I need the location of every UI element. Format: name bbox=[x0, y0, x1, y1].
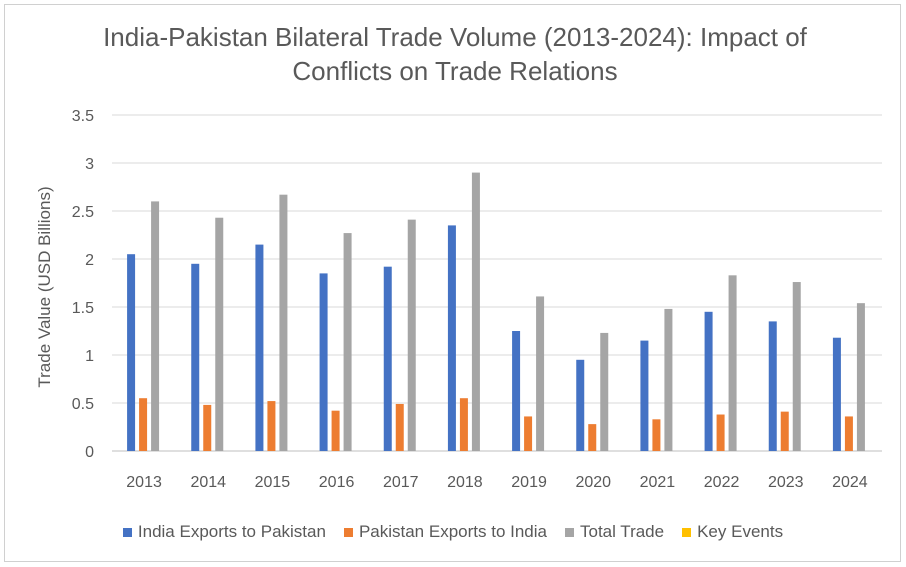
legend-item: India Exports to Pakistan bbox=[122, 522, 326, 542]
bar-pakistan-exports-to-india-2022 bbox=[716, 414, 725, 451]
legend-label: Total Trade bbox=[579, 522, 665, 541]
bar-total-trade-2021 bbox=[664, 308, 673, 451]
legend-swatch bbox=[564, 527, 574, 537]
bar-pakistan-exports-to-india-2016 bbox=[331, 410, 340, 451]
x-axis-ticks: 2013 2014 2015 2016 2017 2018 2019 2020 2021 2022… bbox=[126, 474, 868, 491]
bar-pakistan-exports-to-india-2013 bbox=[139, 398, 148, 451]
x-tick-label: 2013 bbox=[126, 474, 162, 491]
gridlines bbox=[112, 114, 882, 452]
bars bbox=[127, 172, 865, 451]
bar-pakistan-exports-to-india-2019 bbox=[524, 416, 533, 451]
bar-india-exports-to-pakistan-2016 bbox=[319, 273, 328, 451]
bar-india-exports-to-pakistan-2017 bbox=[383, 266, 392, 451]
bar-pakistan-exports-to-india-2024 bbox=[844, 416, 853, 451]
bar-total-trade-2016 bbox=[343, 233, 352, 451]
bar-pakistan-exports-to-india-2023 bbox=[780, 411, 789, 451]
bar-india-exports-to-pakistan-2023 bbox=[768, 321, 777, 451]
bar-total-trade-2018 bbox=[471, 172, 480, 451]
bar-pakistan-exports-to-india-2020 bbox=[588, 424, 597, 451]
bar-total-trade-2023 bbox=[792, 282, 801, 451]
x-tick-label: 2021 bbox=[640, 474, 676, 491]
bar-total-trade-2013 bbox=[151, 201, 160, 451]
x-tick-label: 2014 bbox=[190, 474, 226, 491]
legend-item: Pakistan Exports to India bbox=[343, 522, 547, 542]
bar-india-exports-to-pakistan-2022 bbox=[704, 311, 713, 451]
x-tick-label: 2022 bbox=[704, 474, 740, 491]
y-axis-title: Trade Value (USD Billions) bbox=[35, 186, 54, 387]
legend-label: India Exports to Pakistan bbox=[137, 522, 326, 541]
x-tick-label: 2019 bbox=[511, 474, 547, 491]
bar-india-exports-to-pakistan-2014 bbox=[191, 263, 200, 451]
bar-india-exports-to-pakistan-2020 bbox=[576, 359, 585, 451]
legend-swatch bbox=[343, 527, 353, 537]
y-tick-label: 2 bbox=[85, 252, 94, 269]
bar-total-trade-2019 bbox=[536, 296, 545, 451]
y-tick-label: 0.5 bbox=[72, 396, 94, 413]
bar-india-exports-to-pakistan-2024 bbox=[832, 337, 841, 451]
bar-india-exports-to-pakistan-2021 bbox=[640, 340, 649, 451]
y-tick-label: 2.5 bbox=[72, 204, 94, 221]
x-tick-label: 2024 bbox=[832, 474, 868, 491]
legend-item: Key Events bbox=[682, 522, 783, 542]
bar-pakistan-exports-to-india-2021 bbox=[652, 419, 661, 451]
y-tick-label: 0 bbox=[85, 444, 94, 461]
bar-total-trade-2014 bbox=[215, 217, 224, 451]
bar-total-trade-2020 bbox=[600, 332, 609, 451]
x-tick-label: 2023 bbox=[768, 474, 804, 491]
x-tick-label: 2015 bbox=[255, 474, 291, 491]
bar-total-trade-2017 bbox=[407, 219, 416, 451]
chart-title: India-Pakistan Bilateral Trade Volume (2… bbox=[103, 22, 807, 86]
y-tick-label: 3.5 bbox=[72, 108, 94, 125]
legend-label: Pakistan Exports to India bbox=[358, 522, 547, 541]
bar-pakistan-exports-to-india-2015 bbox=[267, 401, 276, 451]
bar-india-exports-to-pakistan-2019 bbox=[512, 331, 521, 451]
legend-swatch bbox=[122, 527, 132, 537]
y-tick-label: 1 bbox=[85, 348, 94, 365]
x-tick-label: 2017 bbox=[383, 474, 419, 491]
legend: India Exports to Pakistan Pakistan Export… bbox=[0, 522, 906, 542]
legend-label: Key Events bbox=[697, 522, 784, 541]
legend-item: Total Trade bbox=[564, 522, 665, 542]
bar-india-exports-to-pakistan-2013 bbox=[127, 254, 136, 451]
x-tick-label: 2018 bbox=[447, 474, 483, 491]
x-tick-label: 2016 bbox=[319, 474, 355, 491]
bar-pakistan-exports-to-india-2017 bbox=[395, 403, 404, 451]
x-tick-label: 2020 bbox=[575, 474, 611, 491]
bar-total-trade-2022 bbox=[728, 275, 737, 451]
y-tick-label: 3 bbox=[85, 156, 94, 173]
bar-total-trade-2024 bbox=[856, 303, 865, 451]
legend-swatch bbox=[682, 527, 692, 537]
y-axis-ticks: 0 0.5 1 1.5 2 2.5 3 3.5 bbox=[72, 108, 94, 461]
bar-india-exports-to-pakistan-2015 bbox=[255, 244, 264, 451]
bar-pakistan-exports-to-india-2014 bbox=[203, 404, 212, 451]
bar-total-trade-2015 bbox=[279, 194, 288, 451]
bar-pakistan-exports-to-india-2018 bbox=[459, 398, 468, 451]
bar-india-exports-to-pakistan-2018 bbox=[447, 225, 456, 451]
y-tick-label: 1.5 bbox=[72, 300, 94, 317]
